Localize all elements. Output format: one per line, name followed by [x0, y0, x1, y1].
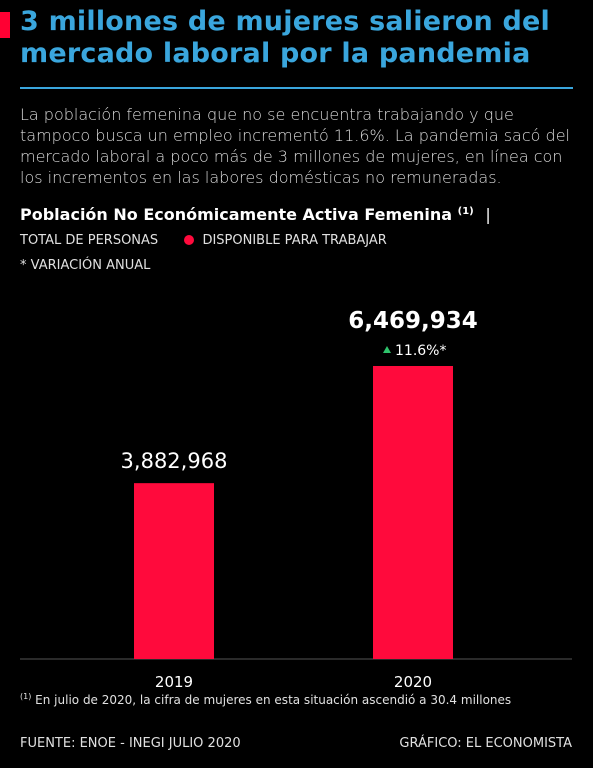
credit-text: GRÁFICO: EL ECONOMISTA: [399, 736, 572, 751]
chart-subtitle-text: Población No Económicamente Activa Femen…: [20, 205, 453, 224]
legend-dot-icon: [184, 235, 195, 245]
data-label-2019: 3,882,968: [121, 449, 228, 473]
bar-2020: [373, 366, 453, 659]
chart-subtitle-footnote-mark: (1): [457, 206, 474, 217]
footnote-text: En julio de 2020, la cifra de mujeres en…: [35, 693, 512, 707]
bar-2019: [134, 483, 214, 659]
footnote: (1) En julio de 2020, la cifra de mujere…: [20, 692, 511, 707]
x-tick-label-2020: 2020: [394, 673, 432, 690]
title-accent-bar: [0, 12, 10, 38]
change-up-arrow-icon: [383, 346, 391, 353]
variation-note: * VARIACIÓN ANUAL: [20, 258, 151, 273]
page-title: 3 millones de mujeres salieron del merca…: [20, 6, 550, 69]
change-label: 11.6%*: [395, 343, 446, 359]
source-text: FUENTE: ENOE - INEGI JULIO 2020: [20, 736, 241, 751]
title-divider: [20, 87, 573, 89]
chart-subtitle: Población No Económicamente Activa Femen…: [20, 205, 580, 224]
description-text: La población femenina que no se encuentr…: [20, 105, 570, 187]
chart-legend: TOTAL DE PERSONAS DISPONIBLE PARA TRABAJ…: [20, 233, 387, 248]
chart-subtitle-separator: |: [485, 205, 491, 224]
x-tick-label-2019: 2019: [155, 673, 193, 690]
bar-chart: 3,882,968 2019 6,469,934 2020 11.6%*: [20, 308, 572, 690]
data-label-2020: 6,469,934: [348, 308, 478, 334]
footnote-mark: (1): [20, 692, 32, 701]
unit-label: TOTAL DE PERSONAS: [20, 233, 159, 248]
legend-label: DISPONIBLE PARA TRABAJAR: [202, 233, 387, 248]
